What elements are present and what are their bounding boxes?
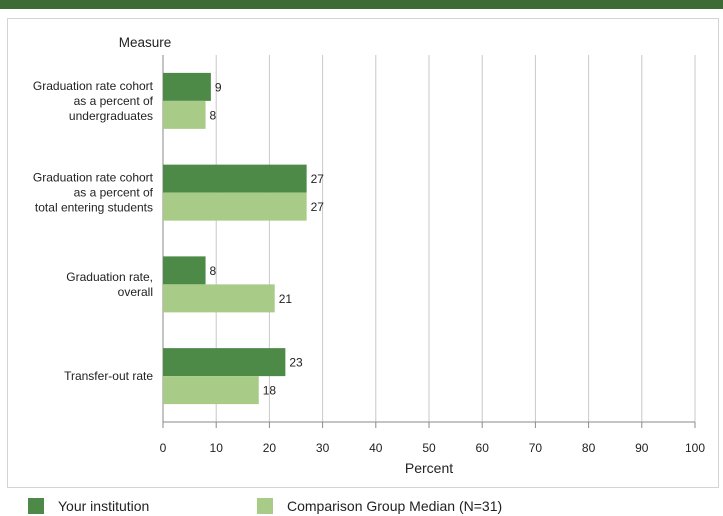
legend-label-your-institution: Your institution xyxy=(58,498,150,514)
x-tick-label: 20 xyxy=(263,441,277,455)
y-axis-title: Measure xyxy=(119,35,172,50)
category-label: Graduation rate cohort as a percent of und… xyxy=(33,79,154,123)
legend-label-comparison: Comparison Group Median (N=31) xyxy=(287,498,503,514)
bar-comparison xyxy=(163,100,206,129)
data-label: 21 xyxy=(279,292,293,306)
category-label: Transfer-out rate xyxy=(64,369,153,383)
x-tick-label: 100 xyxy=(685,441,705,455)
data-label: 8 xyxy=(210,264,217,278)
x-tick-label: 10 xyxy=(210,441,224,455)
bar-your-institution xyxy=(163,72,211,101)
x-tick-label: 50 xyxy=(422,441,436,455)
x-tick-label: 80 xyxy=(582,441,596,455)
data-label: 27 xyxy=(311,200,325,214)
bar-comparison xyxy=(163,192,307,221)
bar-comparison xyxy=(163,376,259,405)
x-tick-label: 0 xyxy=(160,441,167,455)
data-label: 9 xyxy=(215,80,222,94)
bar-your-institution xyxy=(163,348,286,377)
bar-your-institution xyxy=(163,164,307,193)
chart-frame xyxy=(7,18,719,488)
bar-comparison xyxy=(163,284,275,313)
bar-your-institution xyxy=(163,256,206,285)
legend: Your institution Comparison Group Median… xyxy=(0,490,723,516)
x-tick-label: 70 xyxy=(529,441,543,455)
top-accent-bar xyxy=(0,0,723,9)
data-label: 18 xyxy=(263,384,277,398)
category-label: Graduation rate cohort as a percent of tot… xyxy=(33,171,154,215)
x-tick-label: 40 xyxy=(369,441,383,455)
category-label: Graduation rate, overall xyxy=(66,270,153,299)
data-label: 27 xyxy=(311,172,325,186)
bar-chart: 0 10 20 30 40 50 60 70 80 90 100 Measure Percent Grad… xyxy=(33,35,705,476)
data-label: 8 xyxy=(210,108,217,122)
legend-swatch-your-institution xyxy=(28,498,44,514)
data-label: 23 xyxy=(289,356,303,370)
x-tick-label: 60 xyxy=(476,441,490,455)
x-axis-title: Percent xyxy=(405,460,453,476)
x-tick-label: 30 xyxy=(316,441,330,455)
legend-swatch-comparison xyxy=(257,498,273,514)
x-tick-label: 90 xyxy=(635,441,649,455)
